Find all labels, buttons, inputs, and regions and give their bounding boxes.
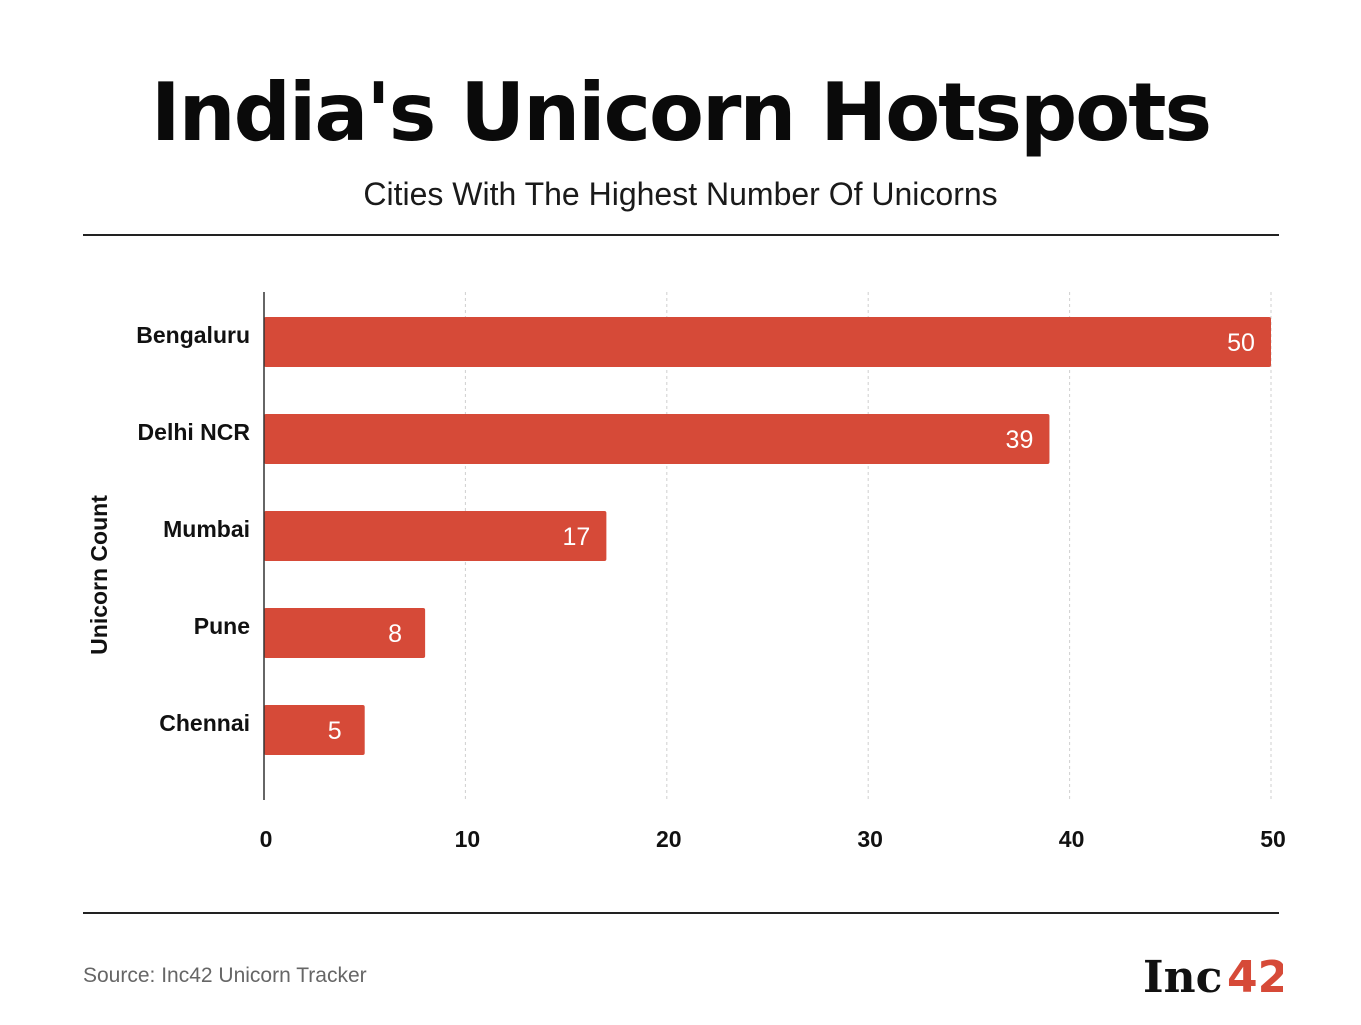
bar: [264, 511, 607, 561]
category-label: Pune: [194, 613, 250, 639]
bar: [264, 608, 426, 658]
category-label: Bengaluru: [136, 322, 250, 348]
bar-value-label: 5: [328, 717, 342, 745]
bar-value-label: 39: [1006, 426, 1034, 454]
bar-value-label: 8: [388, 620, 402, 648]
category-label: Mumbai: [163, 516, 250, 542]
bar: [264, 414, 1050, 464]
svg-text:42: 42: [1227, 952, 1283, 1000]
top-divider: [83, 234, 1279, 236]
category-label: Delhi NCR: [138, 419, 251, 445]
x-tick-label: 10: [455, 826, 481, 852]
bar-value-label: 50: [1227, 329, 1255, 357]
x-tick-label: 30: [857, 826, 883, 852]
source-note: Source: Inc42 Unicorn Tracker: [83, 964, 367, 987]
bar-chart: 50 Bengaluru 39 Delhi NCR 17 Mumbai 8 Pune 5 Chen…: [86, 292, 1286, 852]
x-tick-label: 20: [656, 826, 682, 852]
x-tick-label: 50: [1260, 826, 1286, 852]
y-axis-label: Unicorn Count: [86, 495, 112, 655]
chart-title: India's Unicorn Hotspots: [150, 66, 1212, 159]
category-label: Chennai: [159, 710, 250, 736]
bar: [264, 317, 1271, 367]
svg-text:Inc: Inc: [1143, 952, 1222, 1000]
x-tick-label: 40: [1059, 826, 1085, 852]
bar-value-label: 17: [562, 523, 590, 551]
inc42-logo: Inc 42: [1143, 952, 1283, 1000]
chart-subtitle: Cities With The Highest Number Of Unicor…: [363, 176, 998, 212]
bottom-divider: [83, 912, 1279, 914]
x-tick-label: 0: [260, 826, 273, 852]
bar: [264, 705, 365, 755]
